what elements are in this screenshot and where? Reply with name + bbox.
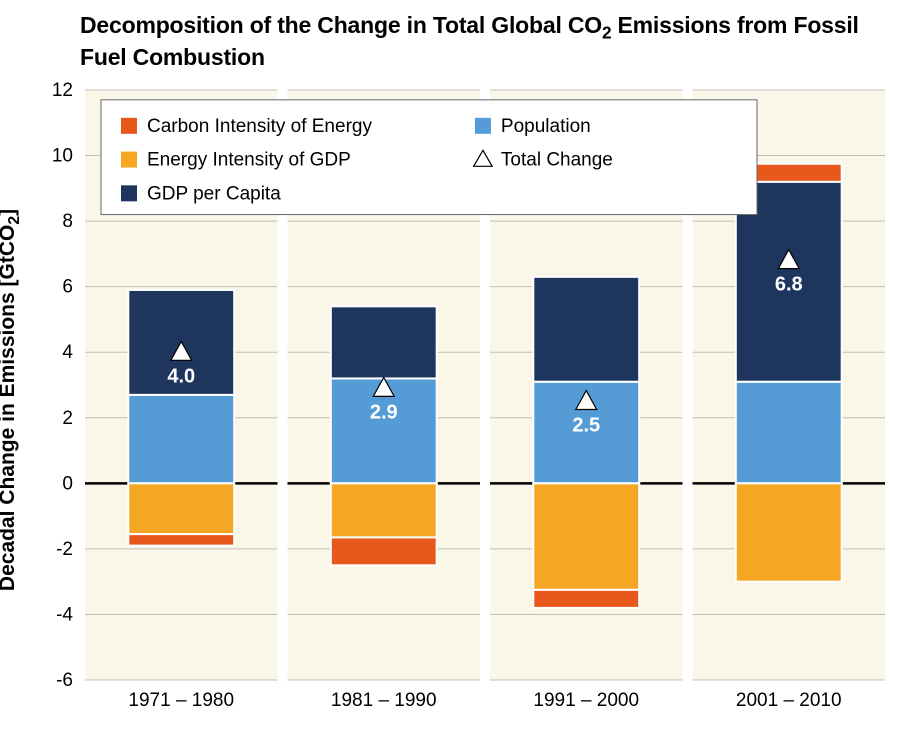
chart-svg: -6 -4 -2 0 2 4 6 8 10 12 4.0 1971 – 1980 2.9 1981 – 1…: [0, 80, 917, 720]
legend-swatch: [475, 118, 491, 134]
legend-label: Total Change: [501, 150, 613, 171]
bar-segment-population: [736, 382, 842, 484]
bar-group: 4.0: [128, 290, 234, 546]
svg-text:4: 4: [62, 342, 73, 363]
bar-segment-energy_intensity_gdp: [736, 483, 842, 581]
legend-label: Carbon Intensity of Energy: [147, 116, 372, 137]
svg-text:-2: -2: [56, 539, 73, 560]
bar-segment-carbon_intensity_energy: [331, 537, 437, 565]
x-category-label: 2001 – 2010: [736, 690, 842, 711]
svg-text:8: 8: [62, 211, 73, 232]
total-change-label: 2.9: [370, 401, 398, 423]
bar-segment-gdp_per_capita: [533, 277, 639, 382]
svg-text:10: 10: [52, 146, 73, 167]
x-category-label: 1981 – 1990: [331, 690, 437, 711]
bar-group: 2.9: [331, 306, 437, 565]
svg-text:6: 6: [62, 277, 73, 298]
total-change-label: 6.8: [775, 274, 803, 296]
legend-swatch: [121, 118, 137, 134]
legend-label: Population: [501, 116, 591, 137]
total-change-label: 2.5: [572, 414, 600, 436]
x-category-label: 1971 – 1980: [128, 690, 234, 711]
bar-segment-carbon_intensity_energy: [128, 534, 234, 545]
legend: Carbon Intensity of Energy Energy Intensi…: [101, 100, 757, 215]
total-change-label: 4.0: [167, 365, 195, 387]
chart-title: Decomposition of the Change in Total Glo…: [80, 12, 860, 71]
bar-group: 2.5: [533, 277, 639, 608]
bar-group: 6.8: [736, 164, 842, 582]
chart-container: Decadal Change in Emissions [GtCO2] -6 -4…: [0, 80, 917, 720]
svg-text:-4: -4: [56, 604, 73, 625]
legend-label: Energy Intensity of GDP: [147, 150, 351, 171]
legend-label: GDP per Capita: [147, 183, 281, 204]
svg-text:2: 2: [62, 408, 73, 429]
bar-segment-gdp_per_capita: [331, 306, 437, 378]
legend-swatch: [121, 152, 137, 168]
legend-swatch: [121, 185, 137, 201]
bar-segment-energy_intensity_gdp: [533, 483, 639, 590]
svg-text:12: 12: [52, 80, 73, 101]
bar-segment-population: [128, 395, 234, 484]
bar-segment-carbon_intensity_energy: [533, 590, 639, 608]
svg-text:-6: -6: [56, 670, 73, 691]
svg-text:0: 0: [62, 473, 73, 494]
x-category-label: 1991 – 2000: [533, 690, 639, 711]
bar-segment-energy_intensity_gdp: [128, 483, 234, 534]
y-axis: -6 -4 -2 0 2 4 6 8 10 12: [52, 80, 74, 691]
bar-segment-energy_intensity_gdp: [331, 483, 437, 537]
y-axis-label: Decadal Change in Emissions [GtCO2]: [0, 209, 24, 591]
